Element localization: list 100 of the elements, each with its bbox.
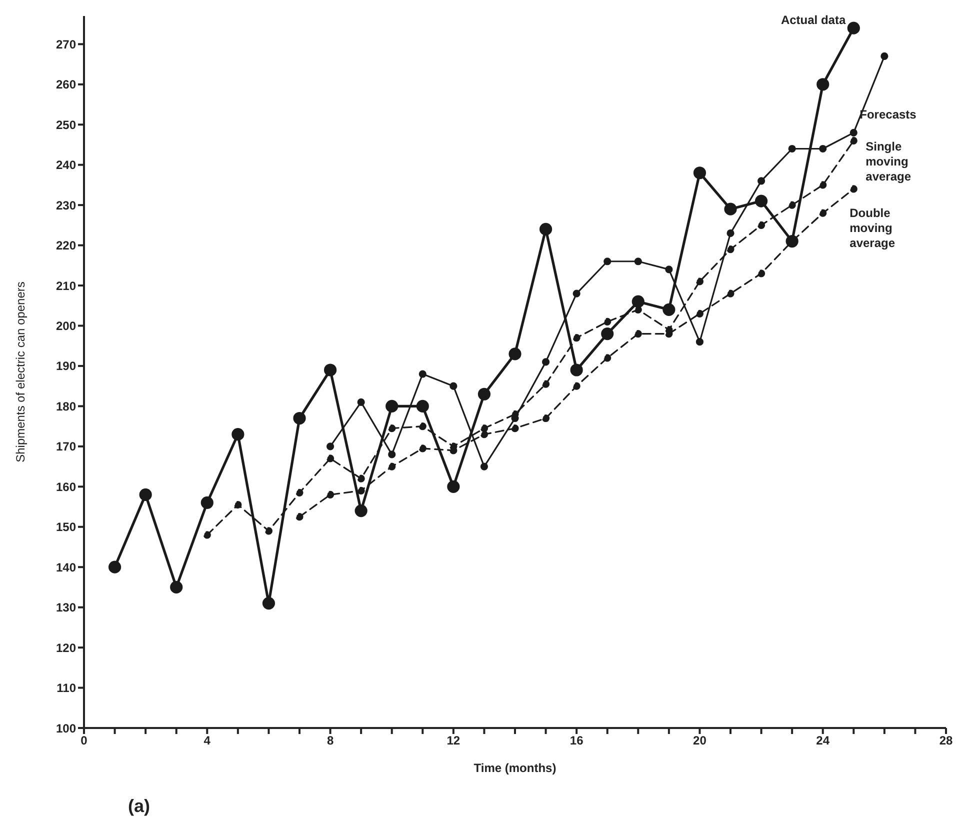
series-label: Actual data [780, 13, 846, 28]
point [293, 412, 306, 425]
y-tick-label: 200 [56, 319, 76, 333]
point [819, 181, 827, 189]
y-tick-label: 220 [56, 238, 76, 253]
x-tick-label: 20 [693, 734, 707, 748]
point [850, 128, 858, 136]
y-tick-label: 130 [56, 600, 76, 615]
point [757, 270, 766, 278]
point [726, 290, 734, 298]
point [757, 177, 766, 185]
point [296, 488, 304, 496]
point [665, 266, 673, 274]
point [696, 278, 704, 286]
y-tick-label: 230 [56, 198, 76, 212]
point [200, 496, 214, 510]
point [816, 78, 830, 91]
point [632, 295, 644, 308]
y-tick-label: 100 [56, 721, 76, 736]
point [604, 318, 612, 326]
point [539, 222, 552, 236]
point [726, 229, 734, 238]
point [418, 422, 426, 430]
x-tick-label: 28 [939, 734, 953, 748]
point [601, 327, 614, 340]
point [326, 454, 334, 462]
point [604, 258, 612, 266]
point [324, 364, 337, 376]
point [139, 488, 152, 501]
point [819, 144, 827, 153]
point [386, 400, 398, 412]
point [357, 474, 365, 482]
point [757, 221, 766, 229]
point [511, 424, 519, 432]
y-tick-label: 250 [56, 118, 76, 132]
point [326, 490, 334, 498]
point [724, 202, 737, 216]
text: (a) [128, 796, 150, 817]
x-tick-label: 8 [326, 734, 334, 748]
point [388, 462, 396, 470]
point [754, 194, 768, 208]
point [388, 424, 396, 432]
point [354, 504, 368, 518]
y-tick-label: 160 [56, 480, 76, 494]
point [108, 560, 122, 574]
y-tick-label: 270 [56, 37, 76, 52]
point [542, 414, 550, 422]
y-tick-label: 210 [56, 278, 76, 293]
point [418, 370, 426, 378]
point [357, 398, 365, 406]
point [726, 246, 734, 254]
point [880, 52, 888, 60]
point [203, 531, 211, 539]
point [542, 380, 550, 388]
point [296, 513, 304, 521]
point [847, 22, 860, 34]
point [850, 185, 858, 193]
point [357, 486, 365, 494]
point [480, 462, 488, 470]
point [572, 290, 580, 298]
y-tick-label: 120 [56, 640, 76, 655]
y-tick-label: 260 [56, 78, 76, 92]
point [170, 580, 183, 594]
point [850, 136, 858, 144]
y-tick-label: 140 [56, 560, 76, 574]
point [634, 330, 642, 338]
series-label: Forecasts [860, 108, 917, 122]
point [480, 424, 488, 432]
point [262, 597, 276, 610]
point [232, 428, 244, 441]
point [570, 364, 583, 376]
point [572, 382, 580, 390]
point [788, 144, 796, 153]
point [508, 348, 522, 360]
point [447, 480, 460, 493]
x-tick-label: 0 [80, 734, 88, 748]
x-tick-label: 12 [446, 734, 460, 748]
x-tick-label: 24 [816, 734, 830, 748]
point [234, 500, 242, 509]
series-label: Double moving average [850, 206, 896, 250]
point [418, 444, 426, 452]
x-tick-label: 4 [204, 734, 211, 748]
x-tick-label: 16 [570, 734, 584, 748]
y-tick-label: 190 [56, 359, 76, 374]
point [326, 442, 334, 450]
x-axis-title: Time (months) [474, 761, 556, 775]
point [542, 358, 550, 366]
y-axis-title: Shipments of electric can openers [13, 282, 28, 462]
point [662, 303, 676, 316]
y-tick-label: 240 [56, 158, 76, 172]
point [696, 338, 704, 346]
point [693, 166, 706, 180]
point [572, 334, 580, 342]
point [480, 430, 488, 438]
point [634, 258, 642, 266]
point [264, 527, 273, 535]
y-tick-label: 180 [56, 399, 76, 414]
point [819, 209, 827, 217]
series-label: Single moving average [866, 140, 912, 184]
point [416, 400, 429, 412]
